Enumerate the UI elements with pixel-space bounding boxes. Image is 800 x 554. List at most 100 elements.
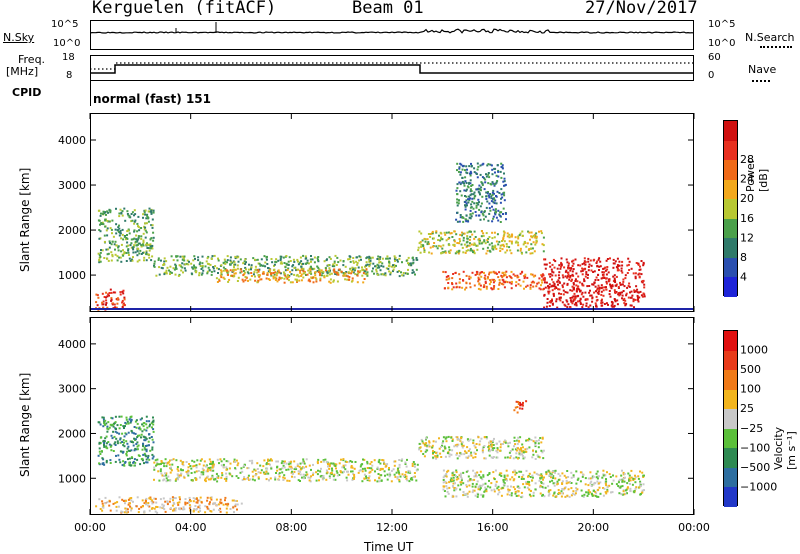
heatmap-cell [494, 167, 497, 170]
heatmap-cell [150, 209, 153, 212]
heatmap-cell [109, 462, 112, 464]
heatmap-cell [466, 240, 469, 243]
heatmap-cell [264, 261, 267, 264]
heatmap-cell [579, 297, 582, 300]
heatmap-cell [334, 273, 337, 275]
heatmap-cell [596, 477, 599, 480]
heatmap-cell [232, 499, 235, 502]
heatmap-cell [152, 209, 155, 212]
heatmap-cell [462, 251, 465, 254]
heatmap-cell [637, 263, 640, 266]
heatmap-cell [575, 489, 578, 492]
heatmap-cell [490, 164, 493, 167]
heatmap-cell [486, 200, 489, 203]
heatmap-cell [136, 448, 139, 451]
heatmap-cell [95, 301, 98, 304]
heatmap-cell [609, 476, 612, 478]
heatmap-cell [575, 272, 578, 275]
heatmap-cell [152, 423, 155, 426]
heatmap-cell [138, 426, 141, 429]
heatmap-cell [571, 270, 574, 273]
heatmap-cell [559, 299, 562, 302]
heatmap-cell [540, 232, 543, 235]
heatmap-cell [376, 480, 379, 483]
heatmap-cell [566, 494, 569, 497]
heatmap-cell [597, 279, 600, 281]
heatmap-cell [581, 475, 584, 478]
heatmap-cell [398, 480, 401, 483]
heatmap-cell [374, 479, 376, 482]
heatmap-cell [104, 496, 107, 499]
heatmap-cell [149, 210, 152, 213]
heatmap-cell [629, 291, 631, 294]
heatmap-cell [598, 257, 601, 260]
heatmap-cell [100, 450, 103, 453]
heatmap-cell [472, 249, 475, 252]
heatmap-cell [592, 475, 595, 478]
heatmap-cell [634, 272, 637, 275]
heatmap-cell [435, 231, 438, 234]
heatmap-cell [144, 236, 147, 239]
heatmap-cell [567, 481, 570, 484]
heatmap-cell [163, 508, 166, 511]
heatmap-cell [388, 265, 391, 268]
heatmap-cell [577, 275, 580, 278]
heatmap-cell [624, 277, 627, 280]
colorbar-segment [724, 160, 737, 181]
heatmap-cell [178, 476, 181, 479]
heatmap-cell [348, 278, 351, 281]
heatmap-cell [304, 262, 307, 265]
heatmap-cell [569, 276, 572, 279]
heatmap-cell [162, 497, 165, 500]
heatmap-cell [467, 198, 469, 201]
heatmap-cell [528, 481, 531, 483]
heatmap-cell [145, 222, 148, 225]
heatmap-cell [155, 501, 158, 504]
heatmap-cell [558, 271, 561, 274]
heatmap-cell [153, 497, 156, 500]
cpid-label: CPID [12, 86, 42, 99]
heatmap-cell [462, 270, 465, 273]
heatmap-cell [604, 474, 607, 477]
heatmap-cell [567, 476, 570, 478]
heatmap-cell [182, 461, 185, 464]
heatmap-cell [465, 182, 468, 184]
heatmap-cell [137, 225, 140, 228]
heatmap-cell [143, 228, 146, 231]
heatmap-cell [528, 248, 531, 250]
heatmap-cell [118, 415, 121, 418]
heatmap-cell [547, 494, 550, 497]
heatmap-cell [197, 256, 200, 259]
heatmap-cell [561, 284, 564, 287]
heatmap-cell [517, 485, 520, 488]
colorbar-segment [724, 140, 737, 161]
heatmap-cell [183, 259, 186, 262]
heatmap-cell [555, 298, 558, 301]
heatmap-cell [452, 243, 455, 246]
heatmap-cell [483, 240, 486, 243]
heatmap-cell [549, 480, 551, 483]
heatmap-cell [442, 244, 445, 247]
heatmap-cell [634, 277, 637, 280]
heatmap-cell [430, 252, 433, 255]
heatmap-cell [605, 280, 608, 283]
heatmap-cell [584, 291, 587, 294]
heatmap-cell [587, 257, 590, 260]
heatmap-cell [558, 292, 560, 295]
heatmap-cell [623, 297, 626, 300]
heatmap-cell [193, 266, 196, 269]
heatmap-cell [234, 257, 237, 260]
heatmap-cell [99, 223, 101, 226]
heatmap-cell [512, 479, 515, 482]
heatmap-cell [465, 214, 468, 217]
heatmap-cell [145, 497, 148, 500]
heatmap-cell [623, 480, 626, 483]
heatmap-cell [521, 404, 524, 407]
heatmap-cell [243, 478, 245, 480]
heatmap-cell [206, 262, 209, 265]
heatmap-cell [158, 479, 161, 482]
heatmap-cell [227, 503, 230, 506]
heatmap-cell [509, 249, 512, 252]
heatmap-cell [265, 258, 268, 261]
heatmap-cell [481, 478, 484, 481]
